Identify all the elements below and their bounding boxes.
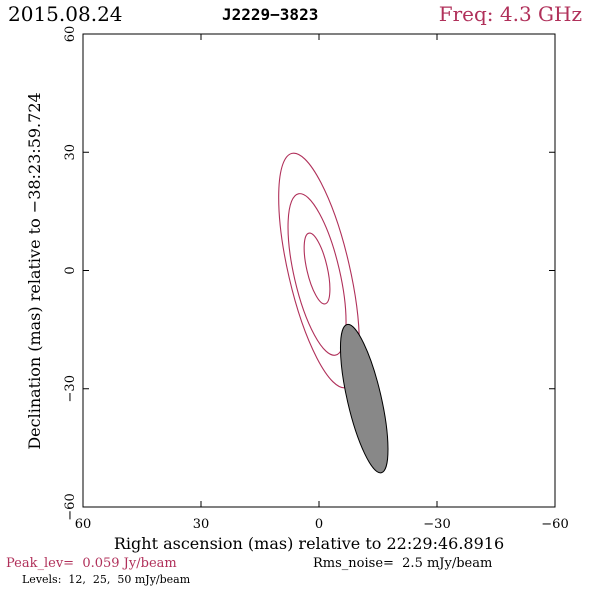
x-tick-label: −30 <box>423 517 450 532</box>
contour-levels: Levels: 12, 25, 50 mJy/beam <box>22 573 191 586</box>
x-tick-label: 60 <box>75 517 92 532</box>
observation-date: 2015.08.24 <box>8 2 123 26</box>
y-tick-label: 0 <box>63 266 78 274</box>
contour-25-mjy <box>287 193 347 356</box>
y-tick-label: −60 <box>63 493 78 520</box>
x-tick-label: −60 <box>541 517 568 532</box>
axis-tick-labels: 60 30 0 −30 −60 −60 −30 0 30 60 <box>63 26 569 532</box>
frequency-label: Freq: 4.3 GHz <box>439 2 582 26</box>
y-tick-label: −30 <box>63 375 78 402</box>
beam-ellipse <box>339 323 389 474</box>
plot-frame <box>82 33 556 508</box>
rms-noise: Rms_noise= 2.5 mJy/beam <box>313 556 492 571</box>
x-axis-label: Right ascension (mas) relative to 22:29:… <box>114 534 504 553</box>
axis-ticks <box>82 33 556 508</box>
source-name: J2229−3823 <box>222 5 318 24</box>
y-tick-label: 30 <box>63 144 78 161</box>
restoring-beam <box>339 323 389 474</box>
peak-level: Peak_lev= 0.059 Jy/beam <box>6 556 177 571</box>
x-tick-label: 30 <box>193 517 210 532</box>
y-tick-label: 60 <box>63 26 78 43</box>
y-axis-label: Declination (mas) relative to −38:23:59.… <box>25 92 44 449</box>
x-tick-label: 0 <box>315 517 323 532</box>
contour-50-mjy <box>303 232 331 305</box>
